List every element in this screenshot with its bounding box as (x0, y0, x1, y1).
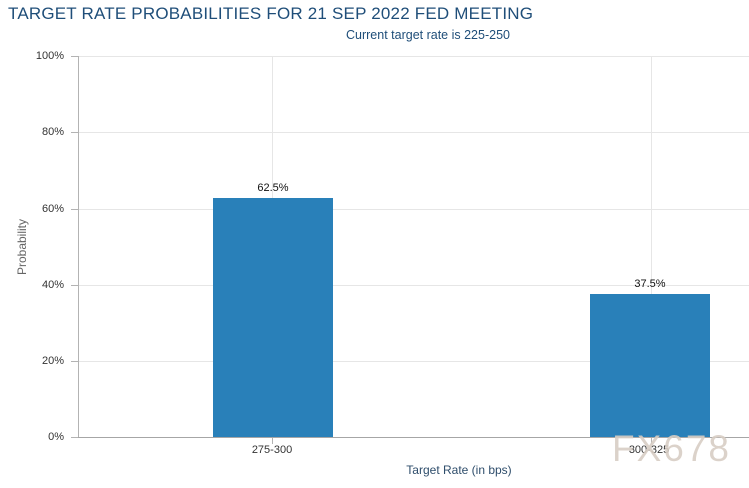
x-category-label-300-325: 300-325 (628, 444, 670, 456)
y-tick-40 (71, 285, 78, 286)
y-tick-20 (71, 361, 78, 362)
gridline-20 (78, 361, 749, 362)
y-tick-label-40: 40% (41, 279, 64, 291)
y-tick-60 (71, 209, 78, 210)
x-tick-cat-2 (651, 438, 652, 444)
y-tick-label-80: 80% (41, 126, 64, 138)
fx678-watermark: FX678 (612, 428, 732, 469)
x-axis-title: Target Rate (in bps) (406, 463, 512, 477)
chart-subtitle: Current target rate is 225-250 (346, 28, 510, 42)
x-category-label-275-300: 275-300 (251, 444, 293, 456)
y-tick-80 (71, 132, 78, 133)
bar-value-label-300-325: 37.5% (634, 278, 666, 290)
y-tick-label-0: 0% (48, 431, 64, 443)
bar-value-label-275-300: 62.5% (257, 182, 289, 194)
gridline-40 (78, 285, 749, 286)
x-tick-cat-1 (272, 438, 273, 444)
y-axis-title: Probability (15, 218, 29, 276)
bar-275-300 (213, 198, 333, 437)
y-axis-line (78, 56, 79, 438)
gridline-100 (78, 56, 749, 57)
x-axis-line (78, 437, 749, 438)
y-tick-label-60: 60% (41, 203, 64, 215)
gridline-60 (78, 209, 749, 210)
chart-title: TARGET RATE PROBABILITIES FOR 21 SEP 202… (8, 4, 534, 23)
y-tick-0 (71, 437, 78, 438)
gridline-cat-2 (651, 56, 652, 437)
y-tick-label-100: 100% (35, 50, 64, 62)
y-tick-label-20: 20% (41, 355, 64, 367)
bar-300-325 (590, 294, 710, 437)
gridline-80 (78, 132, 749, 133)
y-tick-100 (71, 56, 78, 57)
